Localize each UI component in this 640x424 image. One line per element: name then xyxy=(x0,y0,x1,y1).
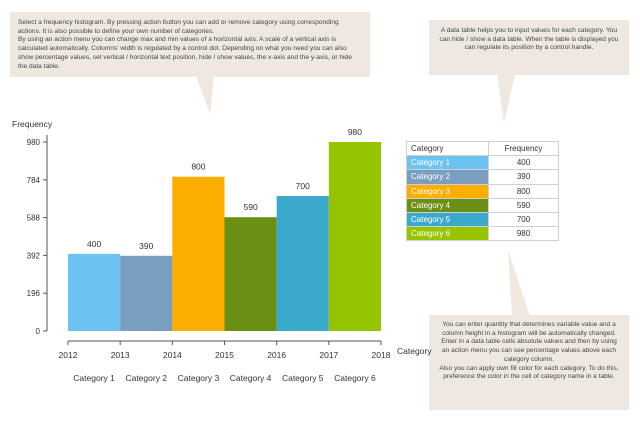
table-cell-category[interactable]: Category 4 xyxy=(406,197,489,213)
y-axis-title: Frequency xyxy=(12,119,53,129)
y-tick-label: 196 xyxy=(27,289,41,298)
info-callout-bottom-right: You can enter quantity that determines v… xyxy=(429,315,629,410)
y-tick-label: 980 xyxy=(27,138,41,147)
bar xyxy=(276,196,329,331)
y-tick-label: 0 xyxy=(36,327,41,336)
table-header-frequency: Frequency xyxy=(488,140,559,157)
bar xyxy=(224,217,277,331)
x-tick-label: 2012 xyxy=(59,350,78,360)
category-label: Category 1 xyxy=(73,373,115,383)
callout-pointer-top-right xyxy=(497,74,515,124)
y-axis: 0 196 392 588 784 980 xyxy=(27,135,48,336)
table-cell-category[interactable]: Category 1 xyxy=(406,155,489,171)
x-tick-label: 2014 xyxy=(163,350,182,360)
category-label: Category 2 xyxy=(125,373,167,383)
info-callout-top-right: A data table helps you to input values f… xyxy=(429,20,629,75)
table-header-category: Category xyxy=(406,140,489,157)
bar-value-label: 400 xyxy=(87,239,101,249)
bar xyxy=(172,176,225,331)
table-row: Category 5 700 xyxy=(406,211,559,228)
table-row: Category 1 400 xyxy=(406,155,559,171)
x-tick-label: 2015 xyxy=(215,350,234,360)
bar-value-label: 800 xyxy=(191,162,205,172)
category-label: Category 5 xyxy=(282,373,324,383)
x-tick-label: 2013 xyxy=(111,350,130,360)
table-row: Category 4 590 xyxy=(406,197,559,213)
bar xyxy=(120,255,173,331)
data-table: Category Frequency Category 1 400 Category… xyxy=(406,140,559,242)
category-label: Category 6 xyxy=(334,373,376,383)
table-header-row: Category Frequency xyxy=(406,140,559,157)
bar xyxy=(328,142,381,331)
x-tick-label: 2017 xyxy=(319,350,338,360)
x-axis-title: Category xyxy=(397,346,432,356)
bar-value-label: 700 xyxy=(296,181,310,191)
callout-pointer-bottom-right xyxy=(508,250,530,316)
table-cell-category[interactable]: Category 3 xyxy=(406,183,489,199)
info-callout-top-left: Select a frequency histogram. By pressin… xyxy=(10,12,370,77)
table-cell-category[interactable]: Category 2 xyxy=(406,169,489,185)
callout-pointer-top-left xyxy=(196,76,214,114)
y-tick-label: 392 xyxy=(27,251,41,260)
bar-value-label: 390 xyxy=(139,241,153,251)
category-label: Category 3 xyxy=(178,373,220,383)
table-cell-frequency[interactable]: 390 xyxy=(488,169,559,185)
bar xyxy=(68,253,121,331)
bars: 400 Category 1 390 Category 2 800 Category 3 5… xyxy=(68,127,381,383)
x-tick-label: 2016 xyxy=(267,350,286,360)
table-row: Category 2 390 xyxy=(406,169,559,185)
category-label: Category 4 xyxy=(230,373,272,383)
table-cell-frequency[interactable]: 700 xyxy=(488,211,559,228)
y-tick-label: 784 xyxy=(27,176,41,185)
table-cell-frequency[interactable]: 400 xyxy=(488,155,559,171)
table-cell-category[interactable]: Category 5 xyxy=(406,211,489,228)
x-axis: 2012 2013 2014 2015 2016 2017 2018 xyxy=(59,340,391,360)
table-cell-category[interactable]: Category 6 xyxy=(406,226,489,242)
table-row: Category 3 800 xyxy=(406,183,559,199)
table-cell-frequency[interactable]: 590 xyxy=(488,197,559,213)
table-cell-frequency[interactable]: 980 xyxy=(488,226,559,242)
y-tick-label: 588 xyxy=(27,214,41,223)
table-cell-frequency[interactable]: 800 xyxy=(488,183,559,199)
table-row: Category 6 980 xyxy=(406,226,559,242)
bar-value-label: 590 xyxy=(243,202,257,212)
bar-value-label: 980 xyxy=(348,127,362,137)
x-tick-label: 2018 xyxy=(372,350,391,360)
